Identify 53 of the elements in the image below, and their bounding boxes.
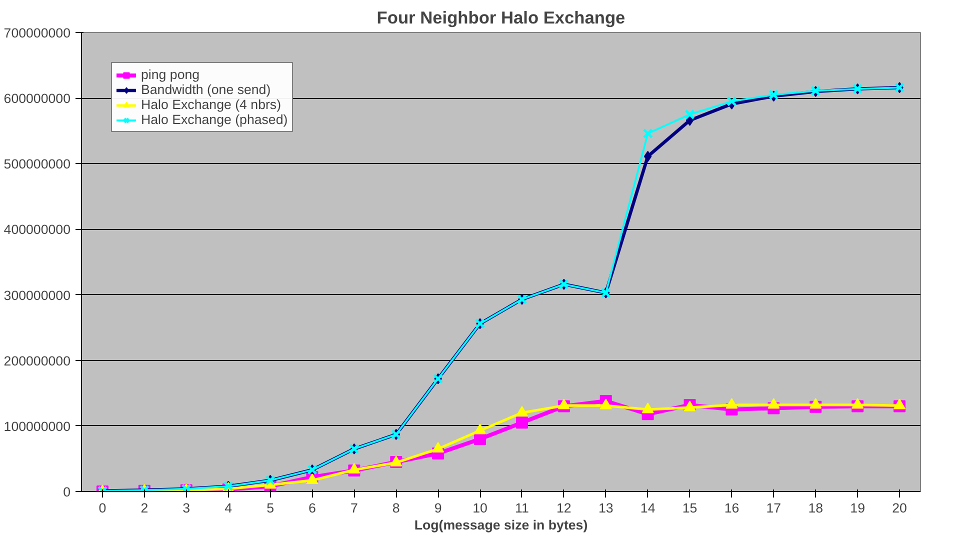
y-tick-label: 400000000 [4, 222, 71, 238]
y-tick-label: 700000000 [4, 26, 71, 40]
point [474, 424, 486, 434]
point [474, 433, 486, 446]
x-tick-label: 12 [556, 500, 572, 516]
point [726, 398, 738, 409]
x-tick-label: 4 [224, 500, 233, 516]
x-tick-label: 5 [266, 500, 274, 516]
y-tick-label: 200000000 [4, 353, 71, 368]
legend-label: Halo Exchange (phased) [141, 112, 288, 127]
x-tick-label: 17 [766, 500, 782, 516]
point [432, 442, 444, 453]
x-tick-label: 0 [98, 500, 106, 516]
x-tick-label: 2 [140, 500, 148, 516]
x-tick-label: 19 [850, 500, 865, 516]
x-tick-label: 14 [640, 500, 656, 516]
point [852, 398, 864, 409]
point [558, 398, 570, 410]
point [894, 398, 906, 410]
point [684, 109, 695, 120]
legend-label: Halo Exchange (4 nbrs) [141, 97, 282, 112]
point [642, 402, 654, 414]
x-tick-label: 20 [892, 500, 907, 516]
x-tick-label: 7 [350, 500, 358, 516]
y-tick-label: 300000000 [4, 288, 71, 303]
x-tick-label: 3 [182, 500, 190, 516]
x-tick-label: 8 [392, 500, 400, 516]
x-tick-label: 13 [598, 500, 614, 516]
x-tick-label: 16 [724, 500, 740, 516]
x-tick-label: 18 [808, 500, 824, 516]
legend-label: Bandwidth (one send) [141, 82, 271, 97]
y-tick-label: 0 [63, 484, 71, 500]
point [726, 96, 737, 106]
y-tick-label: 500000000 [4, 156, 71, 172]
point [768, 398, 780, 409]
point [600, 398, 612, 410]
x-axis-title: Log(message size in bytes) [414, 518, 588, 532]
point [348, 463, 360, 474]
point [644, 150, 652, 162]
point [642, 128, 653, 139]
legend-label: ping pong [141, 67, 200, 82]
point [306, 474, 318, 484]
y-tick-label: 100000000 [4, 418, 71, 434]
point [516, 406, 528, 416]
y-tick-label: 600000000 [4, 91, 71, 106]
x-tick-label: 6 [308, 500, 316, 516]
x-tick-label: 9 [434, 500, 442, 516]
point [516, 416, 528, 429]
x-tick-label: 15 [682, 500, 698, 516]
x-tick-label: 11 [515, 500, 529, 516]
chart-title: Four Neighbor Halo Exchange [376, 8, 626, 28]
point [810, 398, 822, 409]
x-tick-label: 10 [472, 500, 488, 516]
